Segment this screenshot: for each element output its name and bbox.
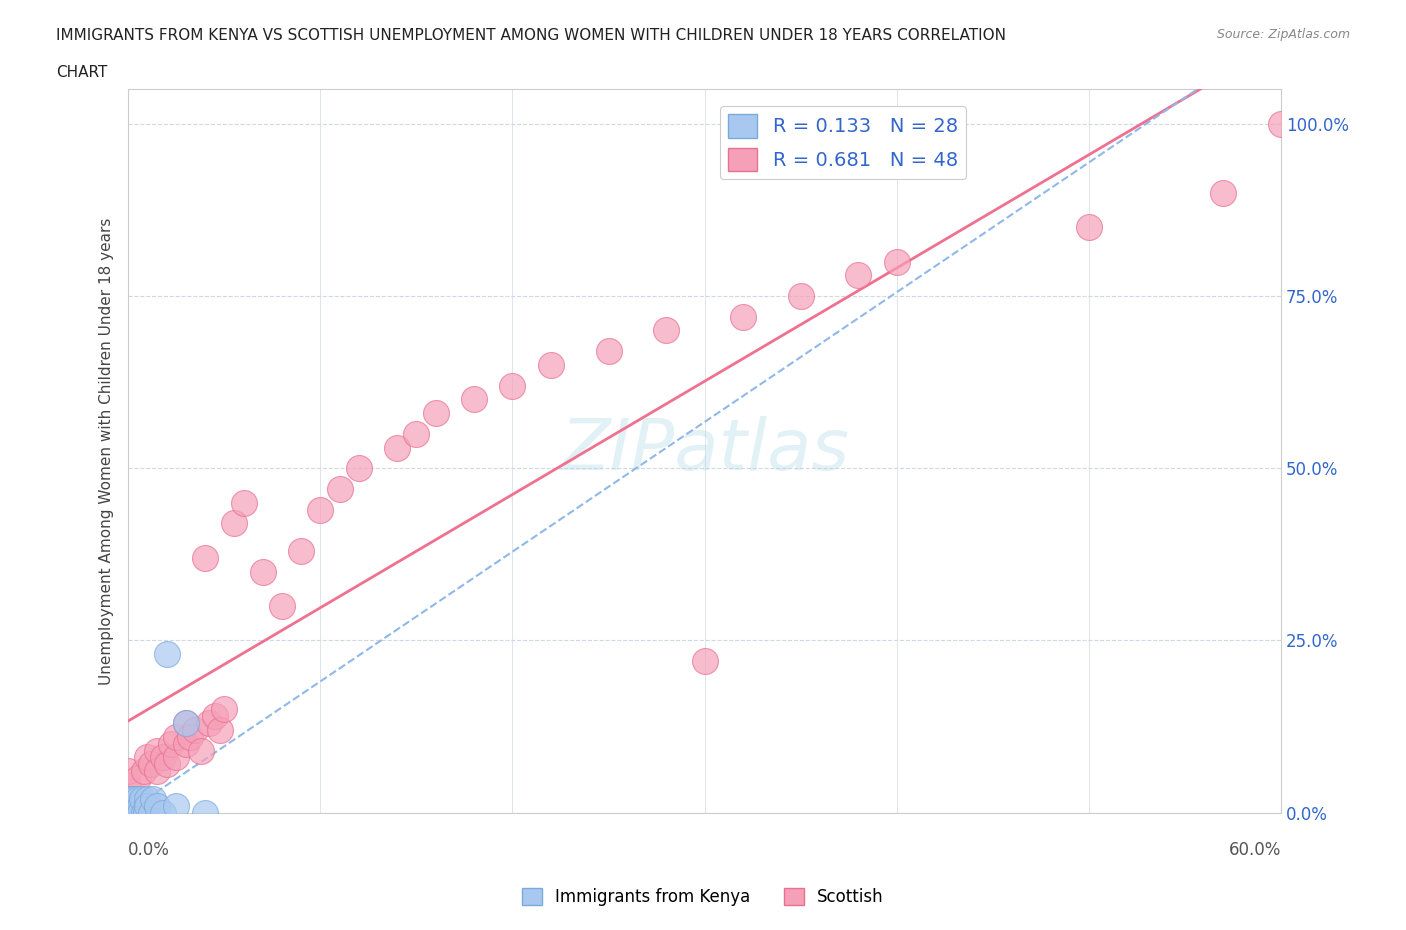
- Point: [405, 426, 427, 441]
- Text: 60.0%: 60.0%: [1229, 842, 1281, 859]
- Point: [152, 750, 174, 764]
- Point: [655, 323, 678, 338]
- Point: [1212, 185, 1234, 200]
- Point: [271, 599, 294, 614]
- Point: [204, 709, 226, 724]
- Point: [789, 288, 811, 303]
- Point: [121, 798, 143, 813]
- Point: [121, 805, 143, 820]
- Point: [232, 495, 254, 510]
- Point: [1270, 116, 1292, 131]
- Point: [127, 791, 149, 806]
- Point: [290, 543, 312, 558]
- Point: [131, 791, 153, 806]
- Point: [174, 715, 197, 730]
- Point: [159, 737, 181, 751]
- Legend: Immigrants from Kenya, Scottish: Immigrants from Kenya, Scottish: [516, 881, 890, 912]
- Point: [693, 654, 716, 669]
- Point: [165, 798, 187, 813]
- Point: [222, 516, 245, 531]
- Legend: R = 0.133   N = 28, R = 0.681   N = 48: R = 0.133 N = 28, R = 0.681 N = 48: [720, 106, 966, 179]
- Point: [252, 565, 274, 579]
- Point: [146, 743, 169, 758]
- Point: [165, 750, 187, 764]
- Y-axis label: Unemployment Among Women with Children Under 18 years: Unemployment Among Women with Children U…: [100, 218, 114, 684]
- Point: [214, 702, 236, 717]
- Point: [132, 805, 155, 820]
- Point: [209, 723, 232, 737]
- Point: [174, 715, 197, 730]
- Point: [125, 798, 148, 813]
- Text: CHART: CHART: [56, 65, 108, 80]
- Point: [117, 791, 139, 806]
- Point: [463, 392, 485, 406]
- Point: [174, 737, 197, 751]
- Point: [122, 805, 145, 820]
- Point: [540, 357, 562, 372]
- Text: 0.0%: 0.0%: [128, 842, 170, 859]
- Point: [142, 791, 165, 806]
- Point: [165, 729, 187, 744]
- Point: [152, 805, 174, 820]
- Point: [886, 254, 908, 269]
- Point: [329, 482, 352, 497]
- Point: [135, 805, 157, 820]
- Point: [501, 379, 523, 393]
- Point: [128, 798, 150, 813]
- Point: [127, 805, 149, 820]
- Point: [598, 344, 620, 359]
- Text: Source: ZipAtlas.com: Source: ZipAtlas.com: [1216, 28, 1350, 41]
- Point: [146, 798, 169, 813]
- Point: [146, 764, 169, 778]
- Point: [309, 502, 332, 517]
- Point: [198, 715, 221, 730]
- Point: [120, 805, 142, 820]
- Point: [125, 805, 148, 820]
- Point: [179, 729, 201, 744]
- Point: [136, 791, 159, 806]
- Point: [128, 805, 150, 820]
- Point: [136, 798, 159, 813]
- Point: [141, 805, 163, 820]
- Point: [194, 551, 217, 565]
- Point: [122, 791, 145, 806]
- Point: [846, 268, 869, 283]
- Point: [132, 764, 155, 778]
- Point: [194, 805, 217, 820]
- Text: IMMIGRANTS FROM KENYA VS SCOTTISH UNEMPLOYMENT AMONG WOMEN WITH CHILDREN UNDER 1: IMMIGRANTS FROM KENYA VS SCOTTISH UNEMPL…: [56, 28, 1007, 43]
- Point: [184, 723, 207, 737]
- Point: [117, 805, 139, 820]
- Text: ZIPatlas: ZIPatlas: [560, 417, 849, 485]
- Point: [156, 757, 179, 772]
- Point: [156, 646, 179, 661]
- Point: [127, 771, 149, 786]
- Point: [117, 798, 139, 813]
- Point: [387, 440, 409, 455]
- Point: [136, 750, 159, 764]
- Point: [117, 777, 139, 792]
- Point: [121, 805, 143, 820]
- Point: [141, 757, 163, 772]
- Point: [117, 764, 139, 778]
- Point: [1077, 219, 1099, 234]
- Point: [120, 791, 142, 806]
- Point: [190, 743, 212, 758]
- Point: [731, 310, 754, 325]
- Point: [347, 460, 370, 475]
- Point: [425, 405, 447, 420]
